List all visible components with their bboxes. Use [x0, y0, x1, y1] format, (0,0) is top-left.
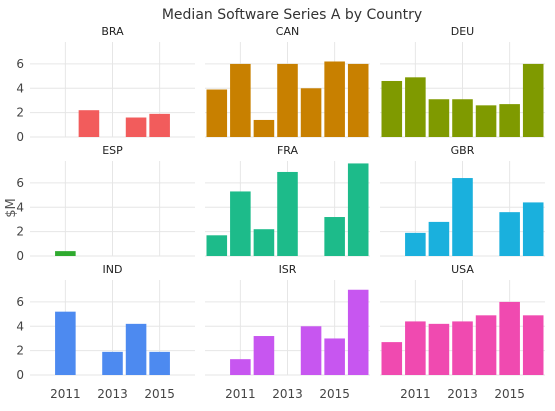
bar-ind-2011 [55, 311, 76, 375]
bar-can-2010 [206, 89, 228, 137]
bar-usa-2012 [428, 323, 450, 375]
bar-deu-2010 [381, 80, 403, 137]
bar-bra-2012 [78, 110, 100, 137]
x-tick-label: 2013 [447, 387, 478, 401]
y-tick-label: 2 [16, 344, 24, 358]
chart-title: Median Software Series A by Country [162, 7, 422, 23]
panel-grid: BRA 0 2 4 6 CAN DEU ESP 0 2 4 6 FRA GBR IND 0 2 4 6 2011 201… [16, 25, 545, 401]
bar-deu-2014 [475, 105, 497, 137]
bar-isr-2012 [253, 336, 275, 375]
bar-fra-2016 [347, 163, 369, 256]
bar-gbr-2011 [405, 232, 426, 256]
panel-usa: USA 2011 2013 2015 [380, 263, 545, 401]
y-axis-label: $M [4, 198, 19, 218]
x-tick-label: 2011 [50, 387, 81, 401]
panel-label-ind: IND [103, 263, 123, 276]
bar-usa-2014 [475, 315, 497, 375]
bar-gbr-2012 [428, 221, 450, 256]
panel-ind: IND 0 2 4 6 2011 2013 2015 [16, 263, 195, 401]
panel-deu: DEU [380, 25, 545, 138]
panel-bra: BRA 0 2 4 6 [16, 25, 195, 144]
x-tick-label: 2015 [494, 387, 525, 401]
bar-fra-2013 [277, 171, 298, 256]
bar-deu-2011 [405, 77, 426, 137]
bar-fra-2011 [230, 191, 251, 256]
y-tick-label: 0 [16, 249, 24, 263]
y-tick-label: 0 [16, 130, 24, 144]
y-tick-label: 6 [16, 295, 24, 309]
x-tick-label: 2011 [400, 387, 431, 401]
panel-label-fra: FRA [277, 144, 299, 157]
x-tick-label: 2015 [144, 387, 175, 401]
y-tick-label: 2 [16, 106, 24, 120]
x-tick-label: 2013 [97, 387, 128, 401]
bar-usa-2015 [499, 301, 520, 375]
bar-ind-2015 [149, 351, 170, 375]
bar-fra-2012 [253, 229, 275, 256]
panel-label-gbr: GBR [451, 144, 475, 157]
y-tick-label: 6 [16, 176, 24, 190]
y-tick-label: 6 [16, 57, 24, 71]
bar-can-2012 [253, 119, 275, 137]
panel-label-can: CAN [276, 25, 299, 38]
bar-ind-2014 [125, 323, 147, 375]
bar-usa-2016 [522, 315, 544, 375]
y-tick-label: 0 [16, 368, 24, 382]
panel-label-deu: DEU [451, 25, 474, 38]
y-tick-label: 4 [16, 200, 24, 214]
bar-can-2015 [324, 61, 345, 137]
y-tick-label: 2 [16, 225, 24, 239]
bar-gbr-2013 [452, 178, 473, 256]
panel-label-esp: ESP [102, 144, 123, 157]
bar-usa-2011 [405, 321, 426, 375]
bar-deu-2013 [452, 99, 473, 137]
bar-deu-2015 [499, 104, 520, 137]
bar-can-2016 [347, 63, 369, 137]
panel-fra: FRA [205, 144, 370, 257]
bar-isr-2014 [300, 326, 322, 375]
bar-can-2013 [277, 63, 298, 137]
bar-deu-2012 [428, 99, 450, 137]
panel-label-usa: USA [451, 263, 474, 276]
bar-can-2011 [230, 63, 251, 137]
panel-esp: ESP 0 2 4 6 [16, 144, 195, 263]
bar-gbr-2016 [522, 202, 544, 256]
bar-fra-2010 [206, 235, 228, 256]
bar-usa-2013 [452, 321, 473, 375]
x-tick-label: 2011 [225, 387, 256, 401]
bar-usa-2010 [381, 342, 403, 375]
bar-fra-2015 [324, 217, 345, 256]
x-tick-label: 2013 [272, 387, 303, 401]
panel-label-isr: ISR [279, 263, 297, 276]
bar-ind-2013 [102, 351, 123, 375]
bar-can-2014 [300, 88, 322, 137]
panel-gbr: GBR [380, 144, 545, 257]
panel-can: CAN [205, 25, 370, 138]
bar-isr-2016 [347, 289, 369, 375]
x-tick-label: 2015 [319, 387, 350, 401]
bar-esp-2011 [55, 251, 76, 256]
bar-bra-2014 [125, 117, 147, 137]
y-tick-label: 4 [16, 81, 24, 95]
bar-bra-2015 [149, 113, 170, 137]
bar-gbr-2015 [499, 212, 520, 256]
panel-isr: ISR 2011 2013 2015 [205, 263, 370, 401]
panel-label-bra: BRA [101, 25, 124, 38]
bar-isr-2011 [230, 359, 251, 375]
bar-deu-2016 [522, 63, 544, 137]
y-tick-label: 4 [16, 319, 24, 333]
bar-isr-2015 [324, 338, 345, 375]
